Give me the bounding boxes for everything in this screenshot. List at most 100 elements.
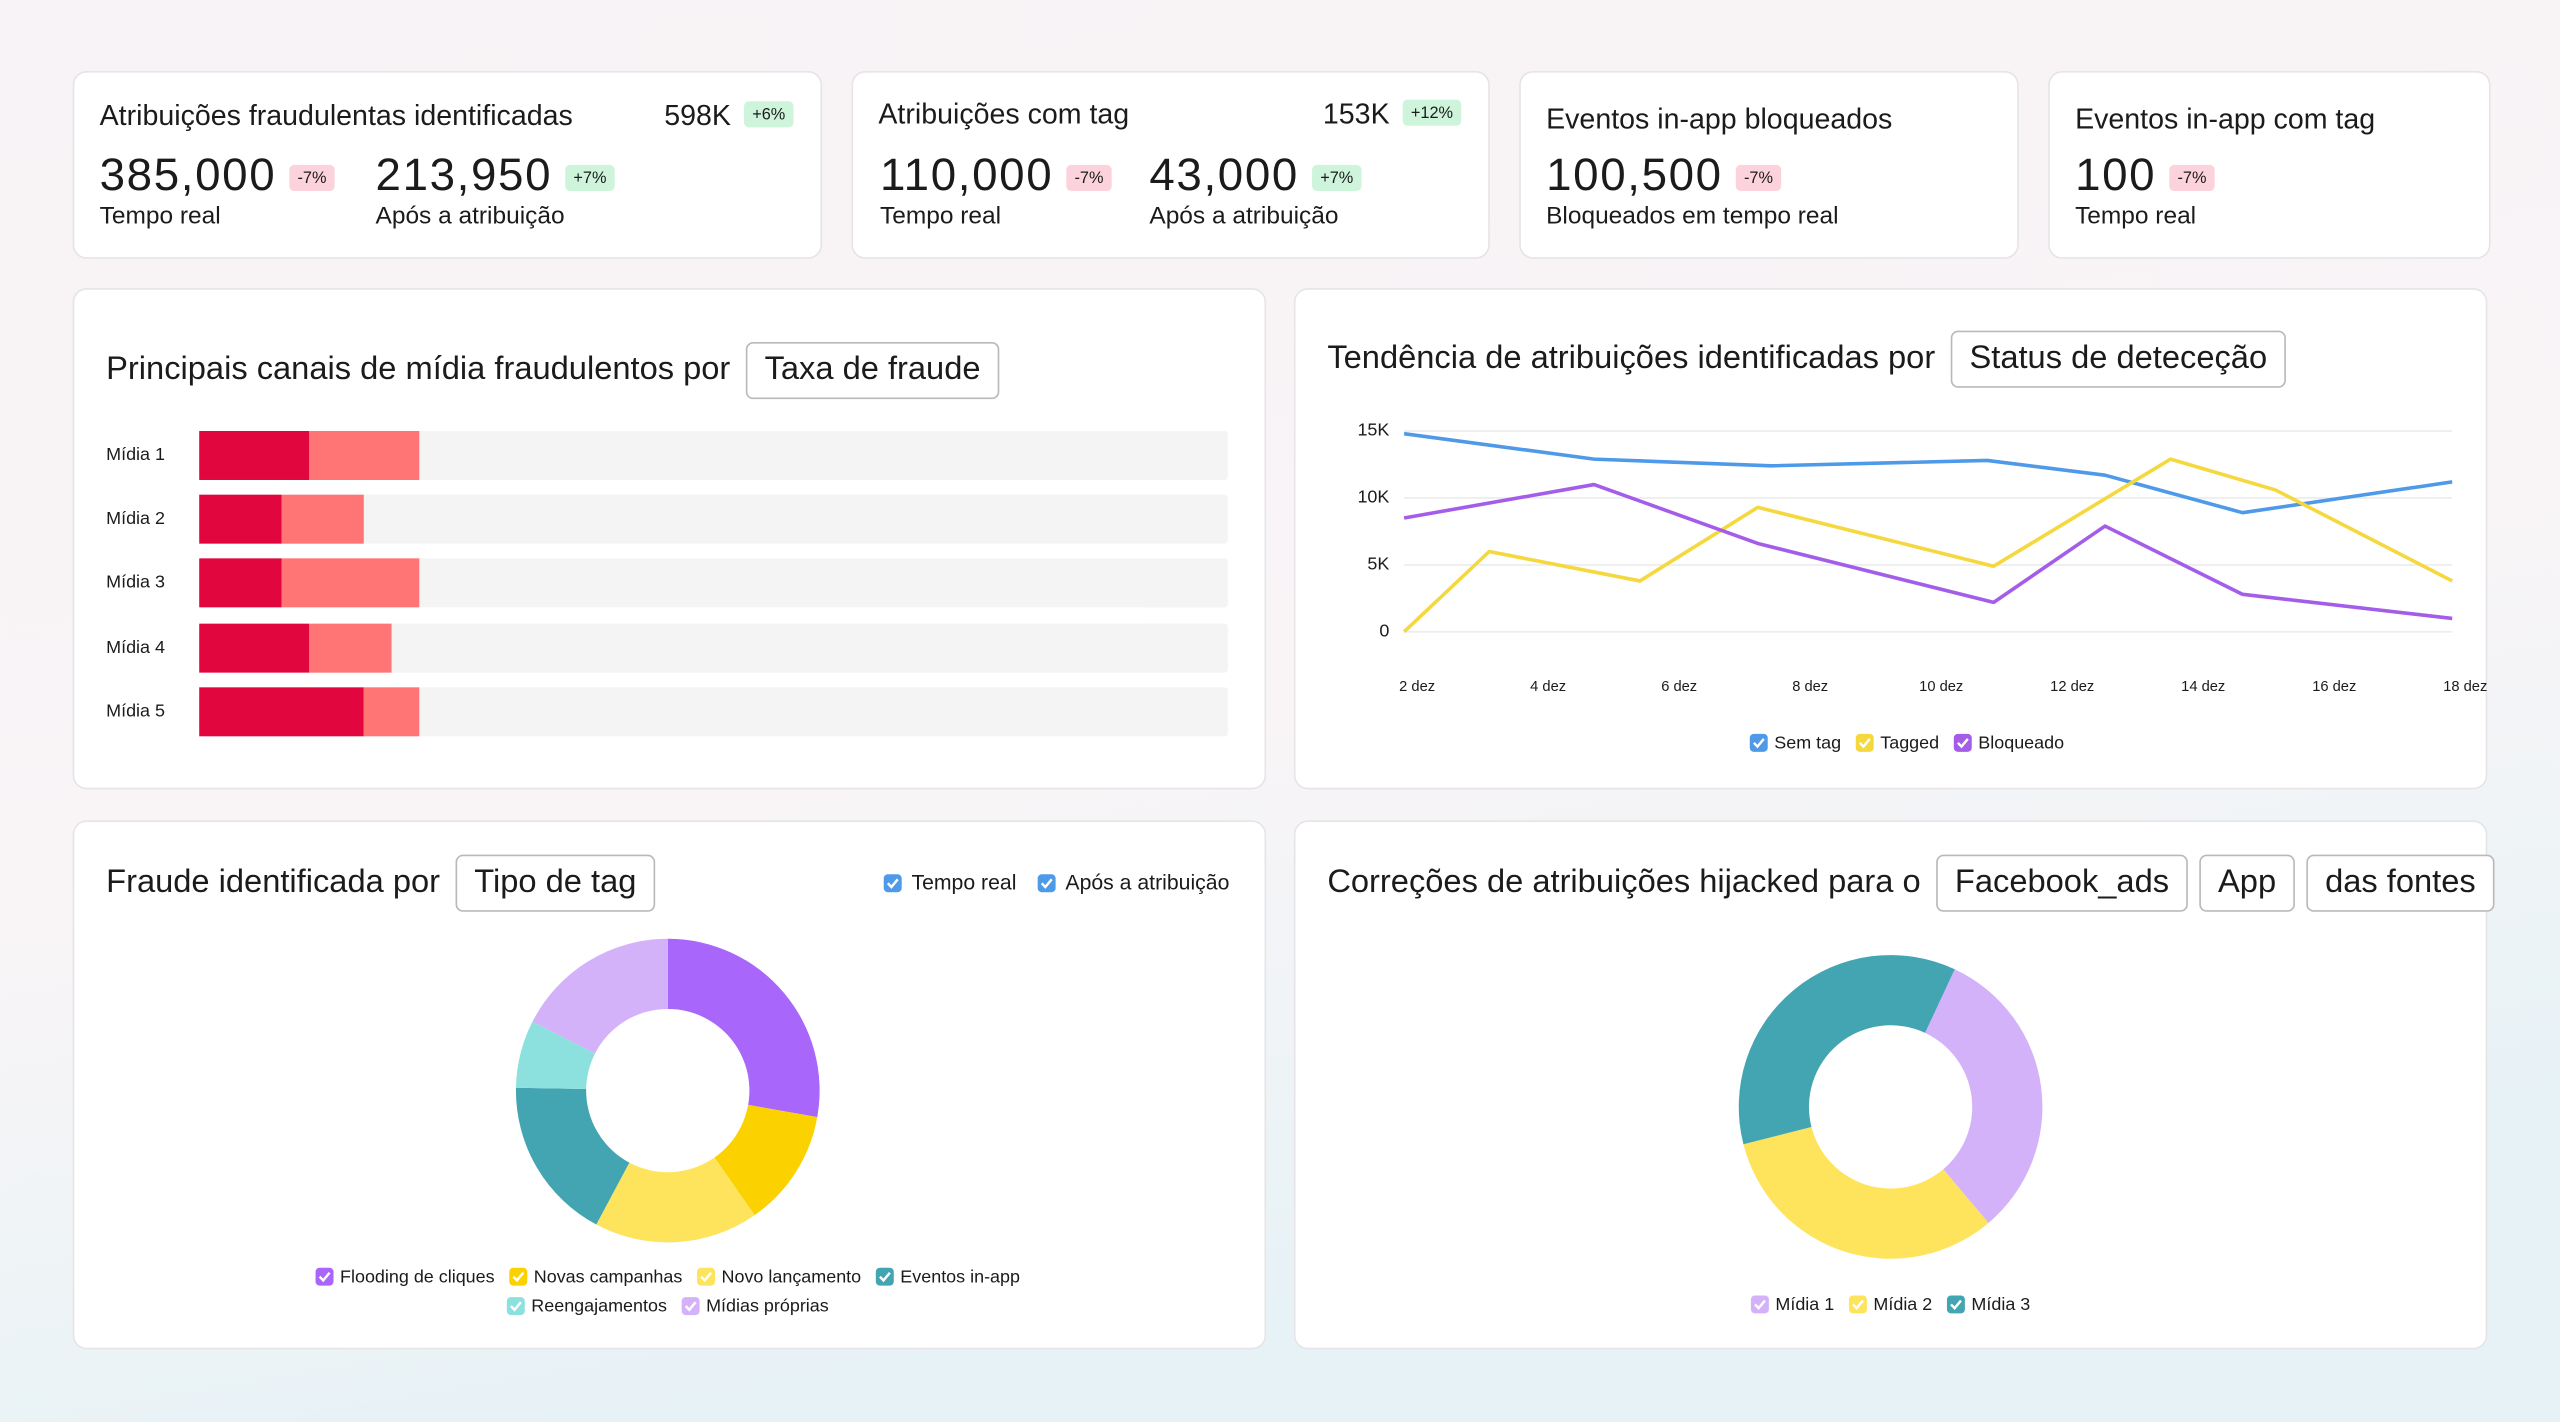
badge-bg [1735, 164, 1782, 192]
checkbox[interactable] [681, 1297, 700, 1316]
selector[interactable]: App [2199, 854, 2295, 912]
chart-panel: Fraude identificada por Tipo de tag Floodi… [72, 820, 1267, 1350]
bar-segment [309, 431, 420, 480]
selector-text: das fontes [2325, 862, 2476, 899]
toggle[interactable]: Após a atribuição [1037, 872, 1230, 895]
selector-box[interactable] [745, 342, 1000, 400]
badge-text: -7% [1744, 169, 1773, 187]
badge-bg [565, 164, 615, 192]
legend-item[interactable]: Bloqueado [1953, 732, 2064, 752]
selector[interactable]: das fontes [2306, 854, 2495, 912]
checkbox[interactable] [1848, 1295, 1867, 1314]
badge-bg [289, 164, 335, 192]
chart-panel: Principais canais de mídia fraudulentos … [72, 288, 1267, 790]
selector-box[interactable] [1950, 330, 2286, 388]
checkbox[interactable] [1037, 874, 1056, 893]
chart-title: Fraude identificada por [106, 862, 440, 899]
change-badge: +12% [1402, 99, 1462, 126]
selector-box[interactable] [1936, 854, 2188, 912]
checkbox[interactable] [883, 874, 902, 893]
kpi-card: Atribuições com tag +12% 153K 110,000 -7% Tem… [851, 71, 1490, 259]
selector-text: Taxa de fraude [765, 349, 981, 386]
checkbox[interactable] [697, 1267, 716, 1286]
legend-label: Mídia 2 [1873, 1294, 1932, 1314]
legend-item[interactable]: Novas campanhas [509, 1266, 682, 1286]
badge-bg [2169, 164, 2215, 192]
legend-label: Novo lançamento [722, 1266, 862, 1286]
checkbox[interactable] [1946, 1295, 1965, 1314]
x-tick-label: 2 dez [1399, 679, 1435, 695]
bar-segment [199, 623, 310, 673]
legend-label: Mídias próprias [706, 1296, 829, 1316]
bar-segment [309, 623, 392, 673]
badge-text: +6% [752, 105, 785, 123]
legend-label: Bloqueado [1978, 732, 2064, 752]
card-bg [851, 71, 1490, 259]
badge-bg [1402, 99, 1462, 126]
legend-item[interactable]: Novo lançamento [697, 1266, 861, 1286]
kpi-value: 385,000 [100, 149, 277, 200]
y-tick-label: 15K [1357, 420, 1389, 440]
x-tick-label: 10 dez [1919, 679, 1963, 695]
checkbox[interactable] [875, 1267, 894, 1286]
legend-item[interactable]: Mídias próprias [681, 1296, 829, 1316]
kpi-card: Atribuições fraudulentas identificadas +6… [72, 71, 823, 259]
bar-track [199, 623, 1228, 673]
legend-item[interactable]: Eventos in-app [875, 1266, 1020, 1286]
selector-box[interactable] [2199, 854, 2295, 912]
legend-item[interactable]: Mídia 2 [1848, 1294, 1932, 1314]
legend-item[interactable]: Mídia 3 [1946, 1294, 2030, 1314]
x-tick-label: 6 dez [1661, 679, 1697, 695]
selector[interactable]: Facebook_ads [1936, 854, 2188, 912]
bar-segment [199, 558, 282, 608]
kpi-card: Eventos in-app bloqueados 100,500 -7% Bloqu… [1519, 71, 2019, 259]
checkbox[interactable] [506, 1297, 525, 1316]
legend-item[interactable]: Flooding de cliques [315, 1266, 495, 1286]
check-mark [1040, 878, 1053, 889]
change-badge: -7% [1735, 164, 1782, 192]
panel-bg [1293, 820, 2488, 1350]
toggle-label: Tempo real [911, 872, 1016, 895]
donut-slice [714, 1104, 818, 1216]
check-mark [1950, 1299, 1962, 1311]
selector-box[interactable] [455, 854, 656, 912]
badge-bg [1312, 164, 1362, 192]
legend-label: Tagged [1880, 732, 1939, 752]
checkbox[interactable] [1953, 733, 1972, 752]
selector-box[interactable] [2306, 854, 2495, 912]
checkbox[interactable] [315, 1267, 334, 1286]
legend-item[interactable]: Tagged [1855, 732, 1939, 752]
x-tick-label: 18 dez [2443, 679, 2487, 695]
kpi-label: Tempo real [100, 203, 221, 230]
kpi-value: 213,950 [376, 149, 553, 200]
checkbox[interactable] [509, 1267, 528, 1286]
checkbox[interactable] [1855, 733, 1874, 752]
toggle[interactable]: Tempo real [883, 872, 1017, 895]
selector-text: Status de deteceção [1970, 338, 2268, 375]
checkbox[interactable] [1749, 733, 1768, 752]
badge-text: +7% [573, 169, 606, 187]
kpi-label: Tempo real [880, 203, 1001, 230]
donut-slice [515, 1021, 596, 1090]
checkbox[interactable] [1750, 1295, 1769, 1314]
legend-label: Mídia 1 [1775, 1294, 1834, 1314]
bar-track [199, 687, 1228, 737]
legend-item[interactable]: Mídia 1 [1750, 1294, 1834, 1314]
legend-item[interactable]: Reengajamentos [506, 1296, 667, 1316]
selector[interactable]: Tipo de tag [455, 854, 656, 912]
y-tick-label: 5K [1367, 554, 1389, 574]
legend-label: Mídia 3 [1971, 1294, 2030, 1314]
kpi-value: 43,000 [1149, 149, 1299, 200]
check-mark [512, 1271, 525, 1283]
legend-item[interactable]: Sem tag [1749, 732, 1841, 752]
badge-text: +7% [1320, 169, 1353, 187]
selector[interactable]: Taxa de fraude [745, 342, 1000, 400]
check-mark [1852, 1299, 1864, 1311]
bar-track [199, 431, 1228, 480]
chart-title: Correções de atribuições hijacked para o [1327, 862, 1920, 899]
selector[interactable]: Status de deteceção [1950, 330, 2286, 388]
chart-title: Tendência de atribuições identificadas p… [1327, 338, 1935, 375]
kpi-total: 598K [664, 100, 731, 132]
donut-slice [1925, 969, 2043, 1223]
